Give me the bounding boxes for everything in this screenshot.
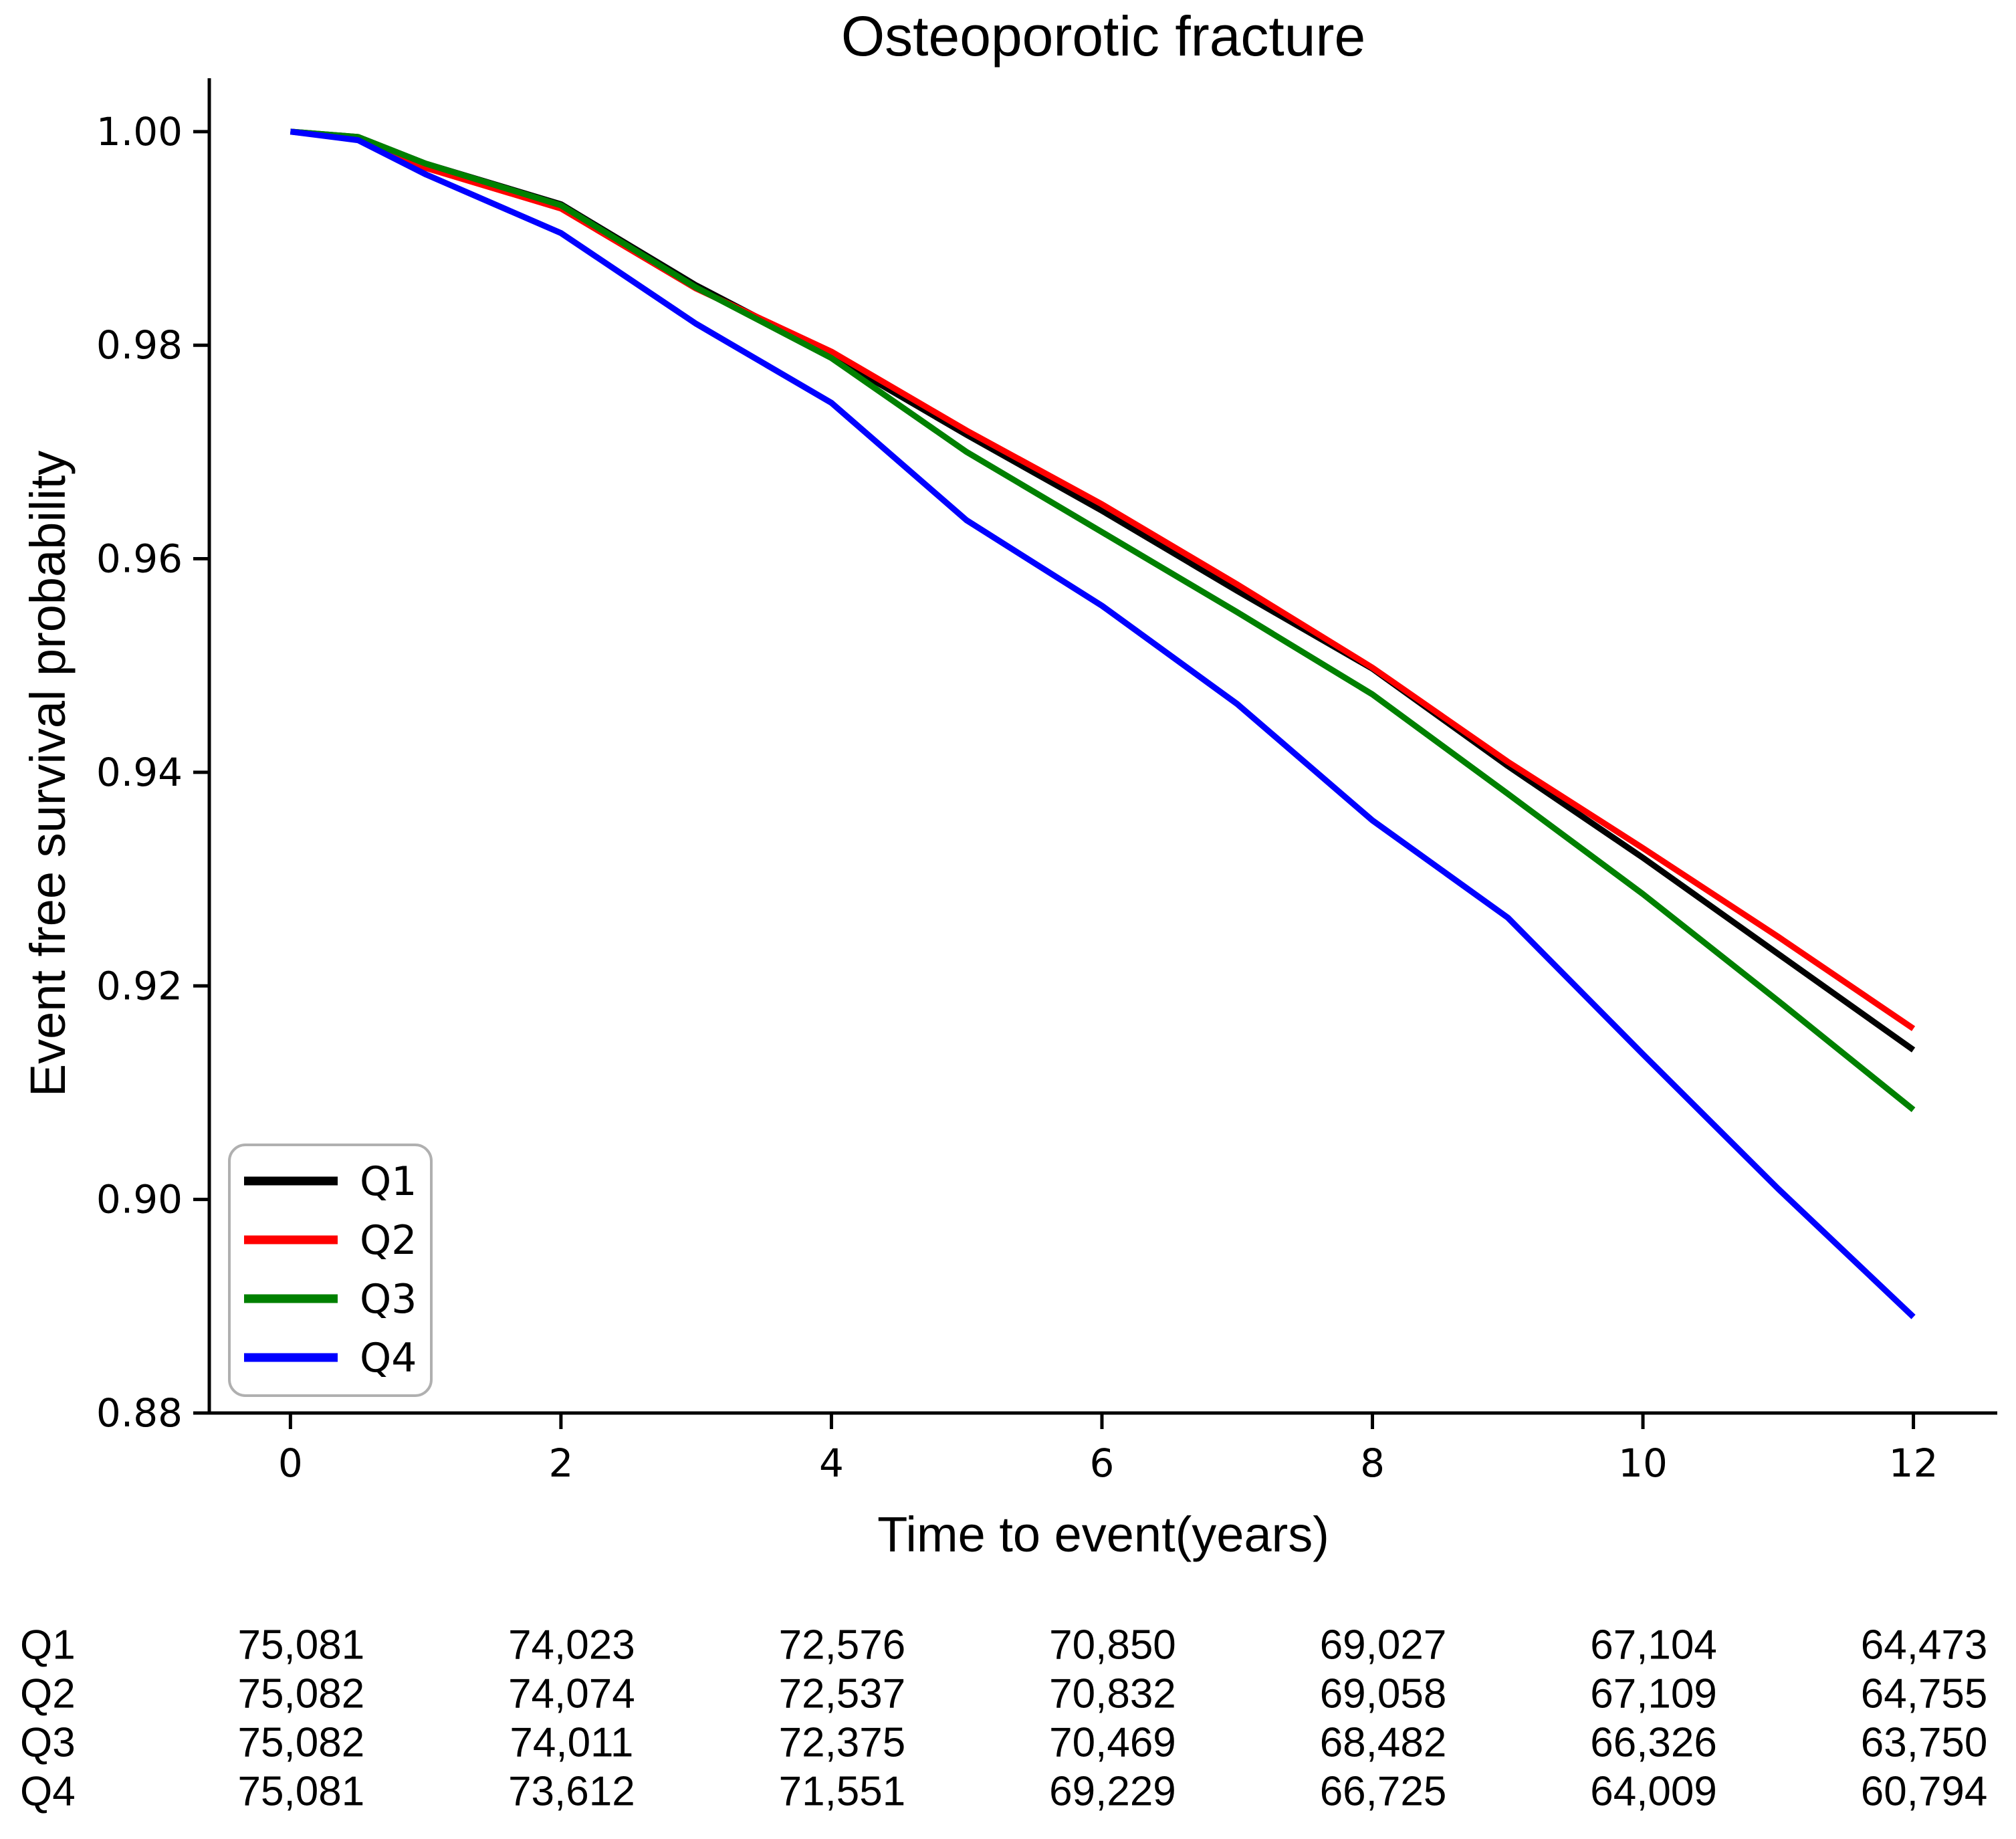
x-tick-label: 4 [819, 1440, 844, 1486]
y-tick-label: 0.90 [96, 1177, 183, 1222]
x-tick-label: 12 [1889, 1440, 1938, 1486]
risk-cell-Q1-t10: 67,104 [1590, 1622, 1717, 1668]
risk-cell-Q3-t4: 72,375 [778, 1719, 906, 1766]
x-tick-label: 10 [1618, 1440, 1668, 1486]
x-axis-label: Time to event(years) [877, 1507, 1329, 1562]
legend-box [228, 1144, 433, 1397]
risk-cell-Q2-t4: 72,537 [778, 1670, 906, 1717]
risk-cell-Q3-t8: 68,482 [1319, 1719, 1447, 1766]
x-tick-label: 2 [548, 1440, 573, 1486]
risk-cell-Q2-t0: 75,082 [237, 1670, 365, 1717]
axes: 0.88 0.90 0.92 0.94 0.96 0.98 1.00 0 2 4 6 8 10 12 [96, 78, 1997, 1486]
risk-cell-Q3-t2: 74,011 [510, 1719, 634, 1766]
risk-cell-Q1-t6: 70,850 [1049, 1622, 1176, 1668]
risk-cell-Q4-t4: 71,551 [778, 1768, 906, 1815]
series-line-Q2 [290, 128, 1916, 1031]
risk-cell-Q1-t0: 75,081 [237, 1622, 365, 1668]
y-tick-label: 0.98 [96, 322, 183, 368]
risk-cell-Q2-t8: 69,058 [1319, 1670, 1447, 1717]
risk-cell-Q4-t12: 60,794 [1860, 1768, 1988, 1815]
y-tick-label: 0.88 [96, 1390, 183, 1436]
risk-cell-Q4-t2: 73,612 [508, 1768, 635, 1815]
legend-label-Q1: Q1 [360, 1158, 417, 1205]
y-tick-label: 1.00 [96, 109, 183, 154]
risk-cell-Q4-t8: 66,725 [1319, 1768, 1447, 1815]
risk-cell-Q3-t10: 66,326 [1590, 1719, 1717, 1766]
chart-title: Osteoporotic fracture [841, 5, 1366, 68]
risk-cell-Q2-t6: 70,832 [1049, 1670, 1176, 1717]
y-axis-label: Event free survival probability [20, 450, 76, 1097]
risk-cell-Q4-t10: 64,009 [1590, 1768, 1717, 1815]
risk-row-label-Q2: Q2 [20, 1670, 76, 1717]
risk-cell-Q3-t12: 63,750 [1860, 1719, 1988, 1766]
legend-label-Q4: Q4 [360, 1335, 417, 1382]
risk-cell-Q3-t0: 75,082 [237, 1719, 365, 1766]
risk-cell-Q2-t10: 67,109 [1590, 1670, 1717, 1717]
risk-row-label-Q3: Q3 [20, 1719, 76, 1766]
risk-cell-Q2-t12: 64,755 [1860, 1670, 1988, 1717]
y-tick-label: 0.96 [96, 536, 183, 582]
y-tick-label: 0.94 [96, 750, 183, 795]
risk-row-label-Q1: Q1 [20, 1622, 76, 1668]
legend-label-Q3: Q3 [360, 1276, 417, 1323]
risk-row-label-Q4: Q4 [20, 1768, 76, 1815]
risk-cell-Q2-t2: 74,074 [508, 1670, 635, 1717]
risk-cell-Q1-t4: 72,576 [778, 1622, 906, 1668]
risk-cell-Q4-t6: 69,229 [1049, 1768, 1176, 1815]
x-tick-label: 6 [1090, 1440, 1115, 1486]
y-tick-label: 0.92 [96, 963, 183, 1008]
risk-cell-Q1-t2: 74,023 [508, 1622, 635, 1668]
risk-cell-Q1-t12: 64,473 [1860, 1622, 1988, 1668]
series-line-Q4 [290, 128, 1916, 1319]
legend: Q1 Q2 Q3 Q4 [228, 1144, 433, 1397]
x-tick-label: 0 [278, 1440, 303, 1486]
legend-label-Q2: Q2 [360, 1217, 417, 1264]
risk-cell-Q4-t0: 75,081 [237, 1768, 365, 1815]
series-line-Q3 [290, 128, 1916, 1113]
risk-cell-Q1-t8: 69,027 [1319, 1622, 1447, 1668]
risk-cell-Q3-t6: 70,469 [1049, 1719, 1176, 1766]
x-tick-label: 8 [1360, 1440, 1385, 1486]
